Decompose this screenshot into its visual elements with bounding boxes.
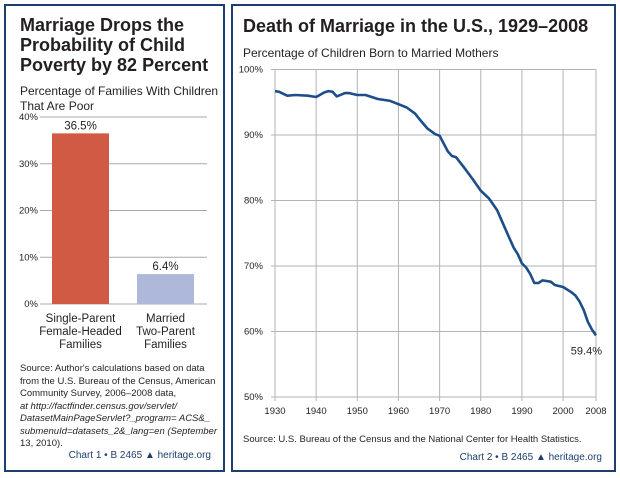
chart-2-panel: Death of Marriage in the U.S., 1929–2008… [231, 4, 616, 472]
y-tick-label: 80% [244, 196, 264, 207]
source-line: DatasetMainPageServlet?_program= ACS&_ [20, 413, 211, 424]
chart-1-footer: Chart 1 • B 2465 ▲ heritage.org [69, 450, 211, 461]
bar [52, 133, 109, 304]
y-tick-label: 60% [244, 327, 264, 338]
y-tick-label: 40% [19, 112, 39, 123]
source-label: Source: [20, 363, 53, 374]
category-label: Female-Headed [39, 326, 121, 338]
chart-1-panel: Marriage Drops the Probability of Child … [4, 4, 225, 472]
category-label: Two-Parent [136, 326, 196, 338]
x-tick-label: 1940 [306, 406, 327, 417]
bell-icon: ▲ [144, 450, 155, 461]
source-line: from the U.S. Bureau of the Census, Amer… [20, 375, 216, 387]
chart-2-title: Death of Marriage in the U.S., 1929–2008 [243, 16, 589, 36]
y-tick-label: 50% [244, 392, 264, 403]
y-tick-label: 30% [19, 159, 39, 170]
data-label: 36.5% [64, 120, 97, 132]
category-label: Families [59, 339, 102, 351]
data-label: 6.4% [152, 261, 178, 273]
x-tick-label: 1950 [347, 406, 368, 417]
source-line: submenuId=datasets_2&_lang=en (September [20, 425, 217, 437]
x-tick-label: 1970 [429, 406, 450, 417]
chart-number: Chart 1 • B 2465 [68, 450, 143, 461]
source-line: at http://factfinder.census.gov/servlet/ [20, 400, 178, 412]
source-line: Author's calculations based on data [54, 363, 205, 374]
category-label: Families [144, 339, 187, 351]
chart-1-source: Source: Author's calculations based on d… [20, 363, 220, 451]
site-link: heritage.org [548, 452, 602, 463]
x-tick-label: 2008 [585, 406, 606, 417]
y-tick-label: 90% [244, 130, 264, 141]
source-line: 13, 2010). [20, 438, 63, 449]
x-tick-label: 1960 [388, 406, 409, 417]
source-label: Source: [243, 434, 276, 445]
x-tick-label: 2000 [553, 406, 574, 417]
category-label: Married [146, 313, 185, 325]
y-tick-label: 0% [24, 299, 38, 310]
x-tick-label: 1980 [470, 406, 491, 417]
y-tick-label: 70% [244, 261, 264, 272]
y-tick-label: 100% [239, 65, 264, 76]
chart-1-title: Marriage Drops the Probability of Child … [20, 15, 209, 75]
y-tick-label: 10% [19, 252, 39, 263]
chart-2-subtitle: Percentage of Children Born to Married M… [243, 46, 499, 60]
chart-number: Chart 2 • B 2465 [459, 452, 534, 463]
site-link: heritage.org [157, 450, 211, 461]
chart-2-footer: Chart 2 • B 2465 ▲ heritage.org [460, 452, 602, 463]
chart-2-source: Source: U.S. Bureau of the Census and th… [243, 434, 613, 447]
bell-icon: ▲ [535, 452, 546, 463]
x-tick-label: 1930 [264, 406, 285, 417]
source-text: U.S. Bureau of the Census and the Nation… [278, 434, 582, 445]
x-tick-label: 1990 [511, 406, 532, 417]
chart-1-subtitle: Percentage of Families With Children Tha… [20, 84, 219, 113]
y-tick-label: 20% [19, 206, 39, 217]
source-line: Community Survey, 2006–2008 data, [20, 388, 177, 399]
end-data-label: 59.4% [571, 345, 602, 357]
series-line [274, 89, 598, 337]
bar [137, 274, 194, 304]
category-label: Single-Parent [46, 313, 116, 325]
